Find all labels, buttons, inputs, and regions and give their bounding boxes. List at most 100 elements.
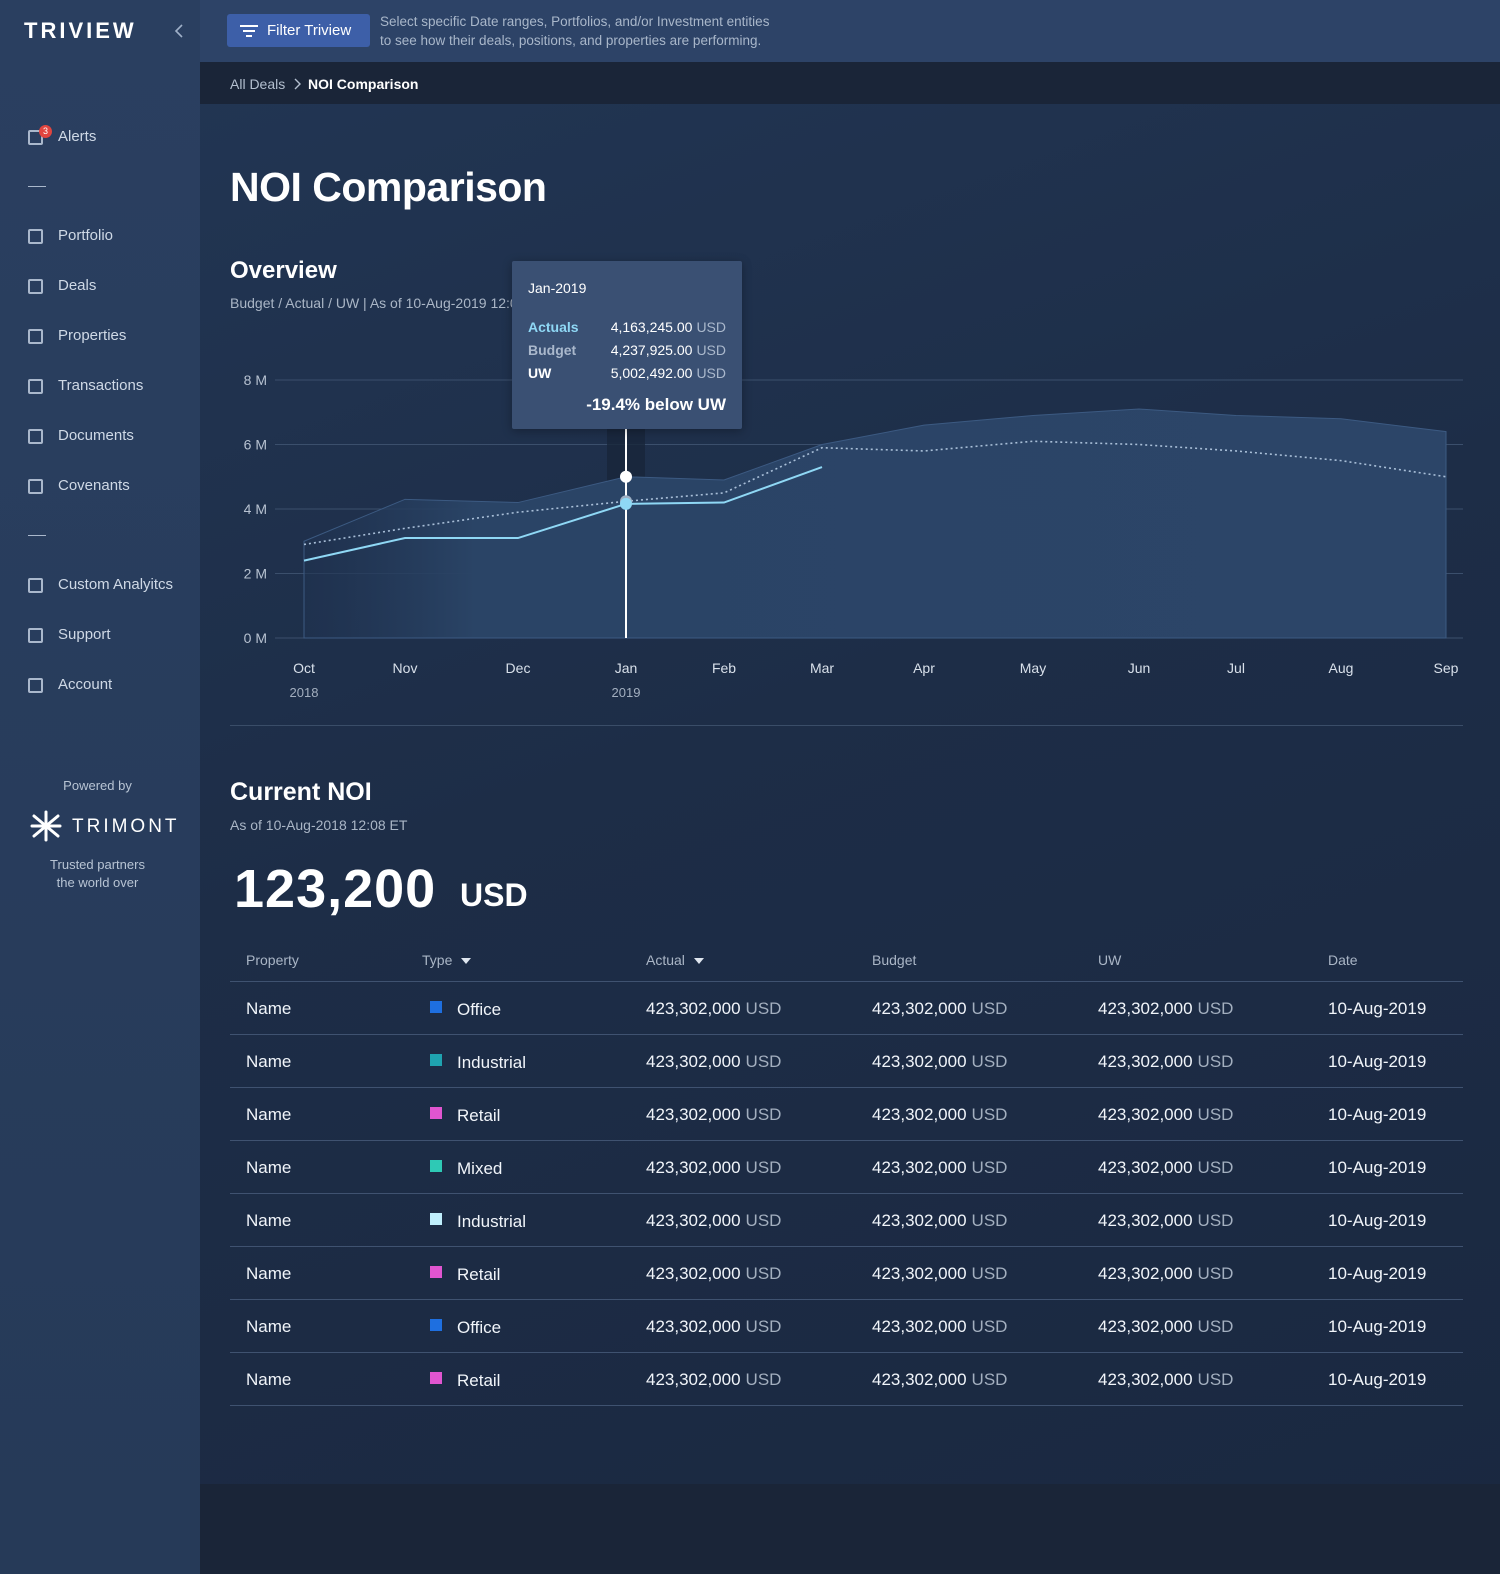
collapse-icon[interactable] [172,23,186,39]
cell-actual: 423,302,000 USD [646,1211,781,1231]
cell-amount: 423,302,000 [1098,1105,1193,1124]
breadcrumb-current: NOI Comparison [308,76,419,92]
current-noi-heading: Current NOI [230,778,372,806]
cell-unit: USD [745,1211,782,1230]
cell-budget: 423,302,000 USD [872,1264,1007,1284]
cell-amount: 423,302,000 [1098,1370,1193,1389]
cell-unit: USD [971,1158,1008,1177]
cell-unit: USD [745,1317,782,1336]
cell-date: 10-Aug-2019 [1328,1264,1427,1283]
cell-uw: 423,302,000 USD [1098,1105,1233,1125]
tagline-1: Trusted partners [50,857,145,872]
cell-amount: 423,302,000 [646,1264,741,1283]
row-divider [230,1405,1463,1406]
tooltip-label: Actuals [528,319,579,335]
cell-actual: 423,302,000 USD [646,1105,781,1125]
tooltip-value-unit: USD [696,365,726,381]
sidebar: TRIVIEW Powered by TRIMONT Trusted partn… [0,0,200,1574]
cell-uw: 423,302,000 USD [1098,1052,1233,1072]
nav-icon [28,678,43,693]
sort-arrow-shape [461,958,472,964]
nav-item[interactable]: Alerts [58,128,97,145]
partner-logo-icon [30,810,62,842]
overview-heading: Overview [230,257,337,284]
table-header[interactable]: Actual [646,952,705,968]
cell-budget: 423,302,000 USD [872,1105,1007,1125]
table-header[interactable]: Type [422,952,472,968]
highlight-point [620,497,632,510]
nav-item[interactable]: Account [58,676,113,693]
logo[interactable]: TRIVIEW [24,18,137,43]
cell-property: Name [246,1105,292,1124]
cell-type: Retail [457,1371,501,1390]
noi-chart: 0 M 2 M 4 M 6 M 8 M Oct 2018 Nov Dec Jan 2019 Feb Ma… [244,372,1463,700]
tooltip-label: UW [528,365,552,381]
nav-item[interactable]: Support [58,626,111,643]
cell-amount: 423,302,000 [872,1317,967,1336]
highlight-point [620,470,632,483]
filter-button[interactable]: Filter Triview [227,14,370,47]
cell-amount: 423,302,000 [1098,1264,1193,1283]
tooltip-label: Budget [528,342,577,358]
partner-name: TRIMONT [72,816,180,837]
x-tick-label: Mar [810,660,834,676]
cell-date: 10-Aug-2019 [1328,1158,1427,1177]
table-header: UW [1098,952,1122,968]
cell-amount: 423,302,000 [646,1105,741,1124]
cell-date: 10-Aug-2019 [1328,1370,1427,1389]
x-tick-label: Dec [506,660,531,676]
nav-item[interactable]: Covenants [58,477,130,494]
cell-amount: 423,302,000 [646,1158,741,1177]
cell-unit: USD [745,1052,782,1071]
cell-uw: 423,302,000 USD [1098,1211,1233,1231]
type-swatch [430,1266,442,1278]
row-divider [230,1246,1463,1247]
cell-amount: 423,302,000 [872,1105,967,1124]
table-header-divider [230,981,1463,982]
type-swatch [430,1001,442,1013]
section-divider [230,725,1463,726]
cell-property: Name [246,1370,292,1389]
cell-property: Name [246,1211,292,1230]
cell-unit: USD [1197,1158,1234,1177]
breadcrumb-separator [294,78,301,90]
nav-item[interactable]: Documents [58,427,134,444]
cell-unit: USD [971,1264,1008,1283]
cell-amount: 423,302,000 [872,1370,967,1389]
tooltip-value: 4,163,245.00 USD [611,319,726,335]
cell-budget: 423,302,000 USD [872,1211,1007,1231]
footer [200,1484,1500,1574]
tooltip-value-number: 5,002,492.00 [610,365,693,381]
cell-uw: 423,302,000 USD [1098,1317,1233,1337]
nav-item[interactable]: Properties [58,327,127,344]
tooltip-value-unit: USD [696,319,726,335]
cell-actual: 423,302,000 USD [646,999,781,1019]
cell-amount: 423,302,000 [872,1211,967,1230]
type-swatch [430,1107,442,1119]
nav-item[interactable]: Deals [58,277,97,294]
row-divider [230,1140,1463,1141]
sort-arrow-shape [693,958,704,964]
current-noi-unit: USD [460,877,528,913]
breadcrumb-link[interactable]: All Deals [230,76,286,92]
table-header: Property [246,952,299,968]
cell-unit: USD [1197,1105,1234,1124]
nav-icon [28,329,43,344]
cell-amount: 423,302,000 [646,1370,741,1389]
breadcrumb-bar: All Deals NOI Comparison [200,62,1500,104]
cell-date: 10-Aug-2019 [1328,1052,1427,1071]
cell-date: 10-Aug-2019 [1328,1105,1427,1124]
cell-amount: 423,302,000 [872,1158,967,1177]
cell-amount: 423,302,000 [1098,1211,1193,1230]
cell-unit: USD [745,1370,782,1389]
nav-item[interactable]: Transactions [58,377,144,394]
filter-description-2: to see how their deals, positions, and p… [380,33,762,48]
row-divider [230,1034,1463,1035]
nav-icon [28,429,43,444]
filter-icon [240,25,258,37]
nav-icon [28,379,43,394]
nav-item[interactable]: Custom Analyitcs [58,576,174,593]
nav-item[interactable]: Portfolio [58,227,114,244]
cell-actual: 423,302,000 USD [646,1158,781,1178]
